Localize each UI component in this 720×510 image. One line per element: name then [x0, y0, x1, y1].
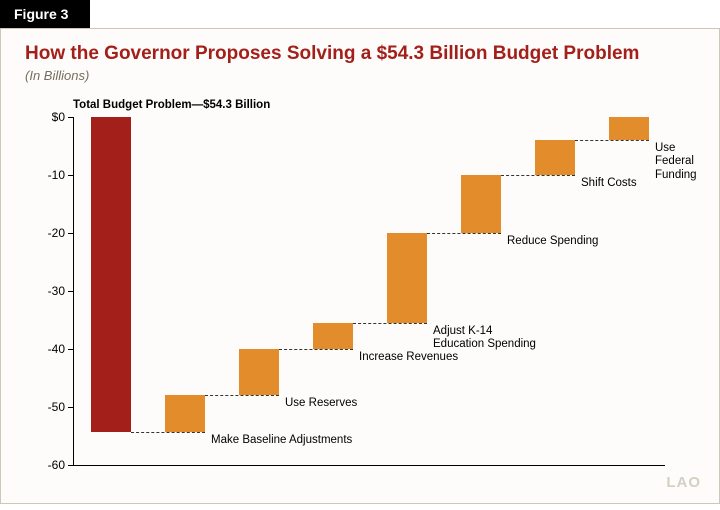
lao-watermark: LAO	[666, 474, 701, 491]
bar-label-1: Make Baseline Adjustments	[211, 434, 352, 447]
bar-label-7: Use Federal Funding	[655, 142, 697, 182]
bar-4	[387, 233, 427, 323]
y-tick-label: $0	[35, 110, 65, 124]
y-tick-mark	[68, 349, 73, 350]
bar-6	[535, 140, 575, 175]
y-tick-mark	[68, 465, 73, 466]
plot-title: Total Budget Problem—$54.3 Billion	[73, 99, 270, 111]
y-tick-label: -20	[35, 226, 65, 240]
bar-label-6: Shift Costs	[581, 177, 637, 190]
bar-label-3: Increase Revenues	[359, 351, 458, 364]
chart-subtitle: (In Billions)	[25, 68, 695, 83]
connector-1	[131, 432, 205, 433]
bar-label-2: Use Reserves	[285, 397, 357, 410]
bar-2	[239, 349, 279, 395]
bar-7	[609, 117, 649, 140]
bar-1	[165, 395, 205, 432]
y-tick-mark	[68, 117, 73, 118]
connector-2	[205, 395, 279, 396]
figure-container: Figure 3 How the Governor Proposes Solvi…	[0, 0, 720, 510]
chart-title: How the Governor Proposes Solving a $54.…	[25, 43, 695, 65]
y-tick-label: -30	[35, 284, 65, 298]
bar-label-5: Reduce Spending	[507, 235, 598, 248]
connector-5	[427, 233, 501, 234]
connector-3	[279, 349, 353, 350]
x-axis	[73, 465, 665, 466]
y-tick-label: -60	[35, 458, 65, 472]
plot-area: Total Budget Problem—$54.3 Billion $0 -10…	[35, 99, 675, 479]
y-tick-label: -40	[35, 342, 65, 356]
y-tick-label: -50	[35, 400, 65, 414]
y-tick-mark	[68, 291, 73, 292]
y-tick-mark	[68, 175, 73, 176]
y-tick-label: -10	[35, 168, 65, 182]
bar-3	[313, 323, 353, 349]
connector-6	[501, 175, 575, 176]
bar-label-4: Adjust K-14Education Spending	[433, 325, 536, 351]
figure-number-tab: Figure 3	[0, 0, 90, 28]
bar-5	[461, 175, 501, 233]
y-tick-mark	[68, 233, 73, 234]
connector-7	[575, 140, 649, 141]
y-tick-mark	[68, 407, 73, 408]
chart-panel: How the Governor Proposes Solving a $54.…	[0, 28, 720, 504]
connector-4	[353, 323, 427, 324]
y-axis	[73, 117, 74, 465]
bar-0	[91, 117, 131, 432]
